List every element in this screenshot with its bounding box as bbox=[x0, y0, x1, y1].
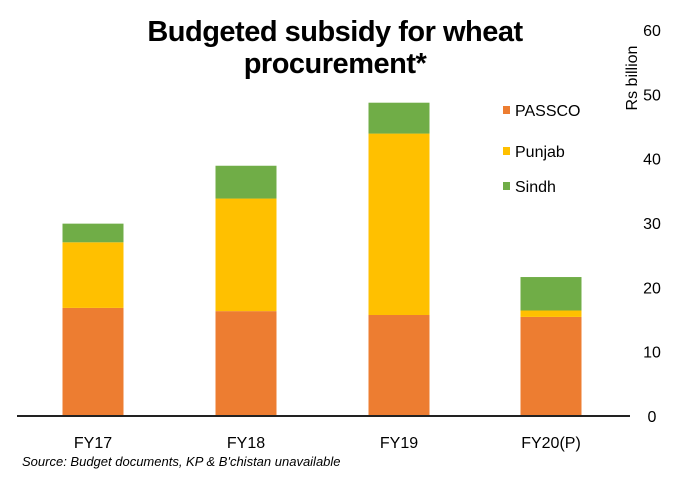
legend-swatch-sindh bbox=[503, 182, 510, 190]
bar-sindh-fy19 bbox=[368, 102, 430, 134]
y-axis-label: Rs billion bbox=[624, 46, 641, 111]
y-tick-label: 40 bbox=[643, 152, 661, 169]
x-tick-label: FY20(P) bbox=[521, 435, 581, 452]
bar-passco-fy18 bbox=[215, 311, 277, 416]
chart-title: Budgeted subsidy for wheat procurement* bbox=[147, 16, 523, 80]
bar-passco-fy17 bbox=[62, 307, 124, 416]
legend-label-punjab: Punjab bbox=[515, 144, 565, 161]
bar-punjab-fy18 bbox=[215, 198, 277, 312]
bar-sindh-fy18 bbox=[215, 165, 277, 199]
y-tick-label: 50 bbox=[643, 87, 661, 104]
x-tick-label: FY18 bbox=[227, 435, 265, 452]
bar-punjab-fy17 bbox=[62, 242, 124, 308]
legend-swatch-punjab bbox=[503, 147, 510, 155]
legend-label-sindh: Sindh bbox=[515, 179, 556, 196]
y-tick-label: 20 bbox=[643, 280, 661, 297]
y-tick-label: 30 bbox=[643, 216, 661, 233]
bar-passco-fy20(p) bbox=[520, 316, 582, 416]
bar-punjab-fy19 bbox=[368, 133, 430, 315]
y-tick-label: 10 bbox=[643, 345, 661, 362]
legend-label-passco: PASSCO bbox=[515, 103, 581, 120]
source-note: Source: Budget documents, KP & B'chistan… bbox=[22, 454, 341, 469]
x-tick-label: FY17 bbox=[74, 435, 112, 452]
bar-sindh-fy20(p) bbox=[520, 277, 582, 311]
bar-sindh-fy17 bbox=[62, 223, 124, 243]
y-tick-label: 60 bbox=[643, 23, 661, 40]
y-tick-label: 0 bbox=[648, 409, 657, 426]
x-tick-label: FY19 bbox=[380, 435, 418, 452]
bar-passco-fy19 bbox=[368, 314, 430, 416]
bar-punjab-fy20(p) bbox=[520, 310, 582, 317]
legend-swatch-passco bbox=[503, 106, 510, 114]
